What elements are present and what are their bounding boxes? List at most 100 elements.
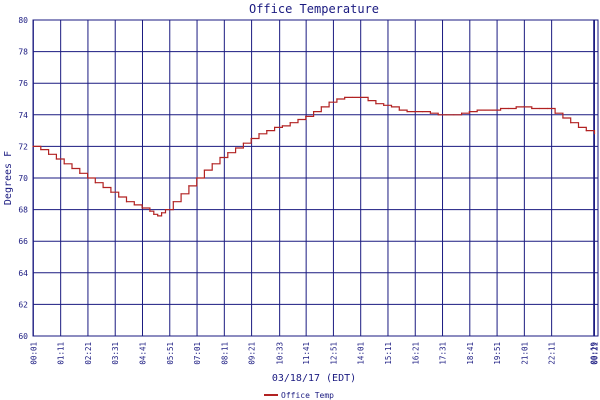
data-point: [507, 107, 509, 110]
data-point: [320, 106, 322, 108]
x-tick-label: 03:31: [111, 342, 120, 365]
data-point: [172, 201, 174, 203]
data-point: [523, 106, 525, 108]
data-point: [79, 172, 81, 174]
data-point: [336, 98, 338, 100]
legend: Office Temp: [264, 391, 334, 400]
data-point: [94, 182, 96, 184]
data-point: [273, 126, 276, 129]
y-tick-label: 62: [18, 300, 28, 309]
series-layer: [32, 96, 596, 217]
data-point: [305, 115, 307, 117]
y-tick-label: 68: [18, 206, 28, 215]
data-point: [258, 133, 260, 135]
x-tick-label: 22:11: [548, 342, 557, 365]
x-axis-ticks: 00:01 01:11 02:21 03:31 04:41 05:51 07:01 08:11…: [29, 342, 599, 365]
data-point: [289, 122, 291, 124]
y-tick-label: 64: [18, 269, 28, 278]
data-point: [531, 107, 533, 110]
data-point: [63, 163, 65, 165]
data-point: [297, 118, 299, 121]
x-tick-label: 18:41: [466, 342, 475, 365]
data-point: [468, 111, 471, 113]
x-tick-label: 00:19: [590, 342, 599, 365]
data-point: [414, 111, 416, 113]
data-point: [102, 186, 104, 189]
y-tick-label: 70: [18, 174, 28, 183]
x-tick-label: 16:21: [411, 342, 420, 365]
x-tick-label: 12:51: [329, 342, 338, 365]
data-point: [359, 96, 361, 99]
data-point: [125, 201, 128, 203]
data-point: [157, 215, 159, 217]
data-point: [188, 185, 190, 187]
x-tick-label: 11:41: [302, 342, 311, 365]
x-tick-label: 05:51: [166, 342, 175, 365]
data-point: [180, 193, 182, 195]
data-point: [242, 142, 245, 144]
x-tick-label: 02:21: [84, 342, 93, 365]
data-point: [160, 212, 163, 214]
data-point: [554, 112, 556, 114]
data-point: [562, 117, 564, 119]
data-point: [266, 130, 268, 132]
x-tick-label: 17:31: [439, 342, 448, 365]
data-point: [164, 209, 167, 211]
data-point: [577, 126, 580, 129]
data-point: [219, 156, 221, 159]
x-tick-label: 00:21: [590, 342, 599, 365]
data-point: [40, 148, 42, 151]
chart-title: Office Temperature: [249, 2, 379, 16]
y-tick-label: 66: [18, 237, 28, 246]
x-tick-label: 14:01: [357, 342, 366, 365]
data-point: [429, 112, 432, 114]
x-tick-label: 21:01: [520, 342, 529, 365]
data-point: [383, 104, 385, 106]
data-point: [312, 111, 315, 113]
data-point: [47, 153, 50, 155]
y-tick-label: 76: [18, 79, 28, 88]
data-point: [367, 99, 369, 102]
y-tick-label: 80: [18, 16, 28, 25]
y-tick-label: 74: [18, 111, 28, 120]
data-point: [461, 112, 463, 114]
data-point: [585, 130, 587, 132]
data-point: [149, 210, 151, 212]
x-axis-label: 03/18/17 (EDT): [272, 373, 356, 384]
data-point: [375, 103, 377, 105]
data-point: [390, 106, 393, 108]
data-point: [203, 169, 206, 171]
data-point: [445, 114, 447, 116]
x-tick-label: 01:11: [57, 342, 66, 365]
data-point: [570, 122, 572, 124]
data-point: [437, 114, 439, 116]
x-tick-label: 10:33: [276, 342, 285, 365]
data-point: [398, 109, 400, 111]
x-tick-label: 07:01: [193, 342, 202, 365]
data-point: [86, 177, 89, 179]
data-point: [484, 109, 486, 111]
data-point: [235, 147, 237, 149]
data-point: [196, 177, 198, 179]
data-point: [344, 96, 346, 99]
x-tick-label: 15:11: [384, 342, 393, 365]
y-axis-label: Degrees F: [3, 151, 14, 205]
data-point: [538, 107, 541, 110]
y-tick-label: 78: [18, 48, 28, 57]
data-point: [133, 204, 135, 206]
data-point: [281, 125, 283, 127]
x-tick-label: 19:51: [493, 342, 502, 365]
data-point: [32, 145, 34, 147]
data-point: [110, 191, 112, 193]
data-point: [476, 109, 478, 111]
x-tick-label: 09:21: [248, 342, 257, 365]
data-point: [546, 107, 548, 110]
legend-label: Office Temp: [281, 391, 334, 400]
y-tick-label: 60: [18, 332, 28, 341]
data-point: [492, 109, 494, 111]
data-point: [328, 101, 330, 103]
y-tick-label: 72: [18, 142, 28, 151]
data-point: [515, 106, 517, 108]
data-point: [211, 163, 213, 165]
